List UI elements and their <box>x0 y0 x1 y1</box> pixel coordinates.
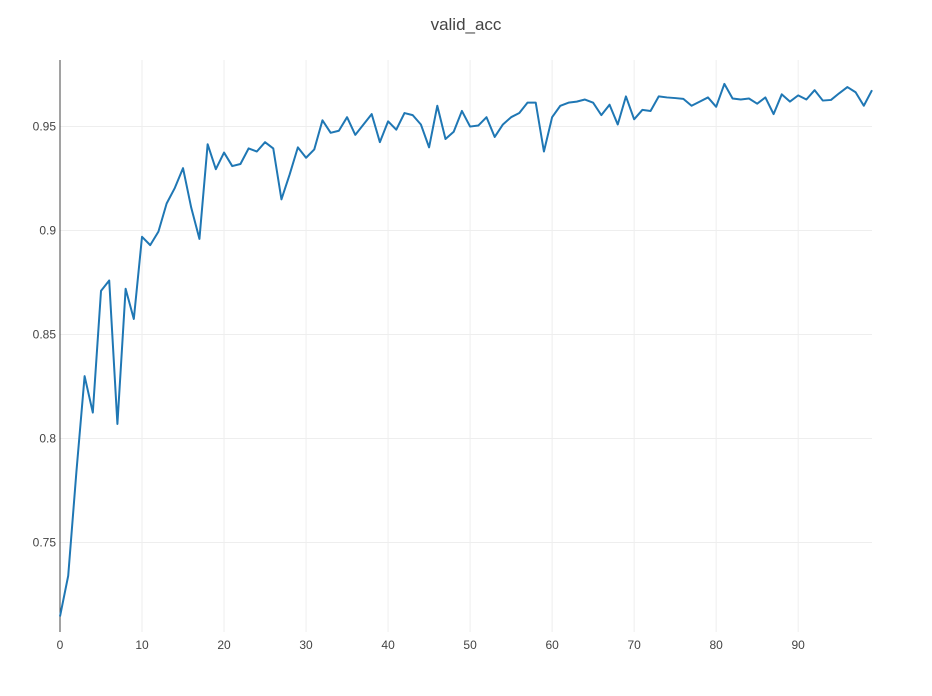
x-tick-label: 90 <box>792 638 806 652</box>
x-tick-label: 50 <box>463 638 477 652</box>
x-tick-labels: 0 10 20 30 40 50 60 70 80 90 <box>57 638 806 652</box>
series-line <box>59 82 873 617</box>
x-tick-label: 60 <box>545 638 559 652</box>
y-tick-label: 0.85 <box>33 328 57 342</box>
x-tick-label: 0 <box>57 638 64 652</box>
x-tick-label: 20 <box>217 638 231 652</box>
y-tick-label: 0.75 <box>33 536 57 550</box>
x-tick-label: 10 <box>135 638 149 652</box>
x-gridlines <box>141 60 799 632</box>
x-tick-label: 70 <box>627 638 641 652</box>
y-tick-label: 0.9 <box>39 224 56 238</box>
chart-title: valid_acc <box>431 15 502 34</box>
y-tick-label: 0.95 <box>33 120 57 134</box>
x-tick-label: 80 <box>709 638 723 652</box>
y-gridlines <box>60 126 872 544</box>
x-tick-label: 30 <box>299 638 313 652</box>
y-tick-label: 0.8 <box>39 432 56 446</box>
x-tick-label: 40 <box>381 638 395 652</box>
y-tick-labels: 0.75 0.8 0.85 0.9 0.95 <box>33 120 57 550</box>
